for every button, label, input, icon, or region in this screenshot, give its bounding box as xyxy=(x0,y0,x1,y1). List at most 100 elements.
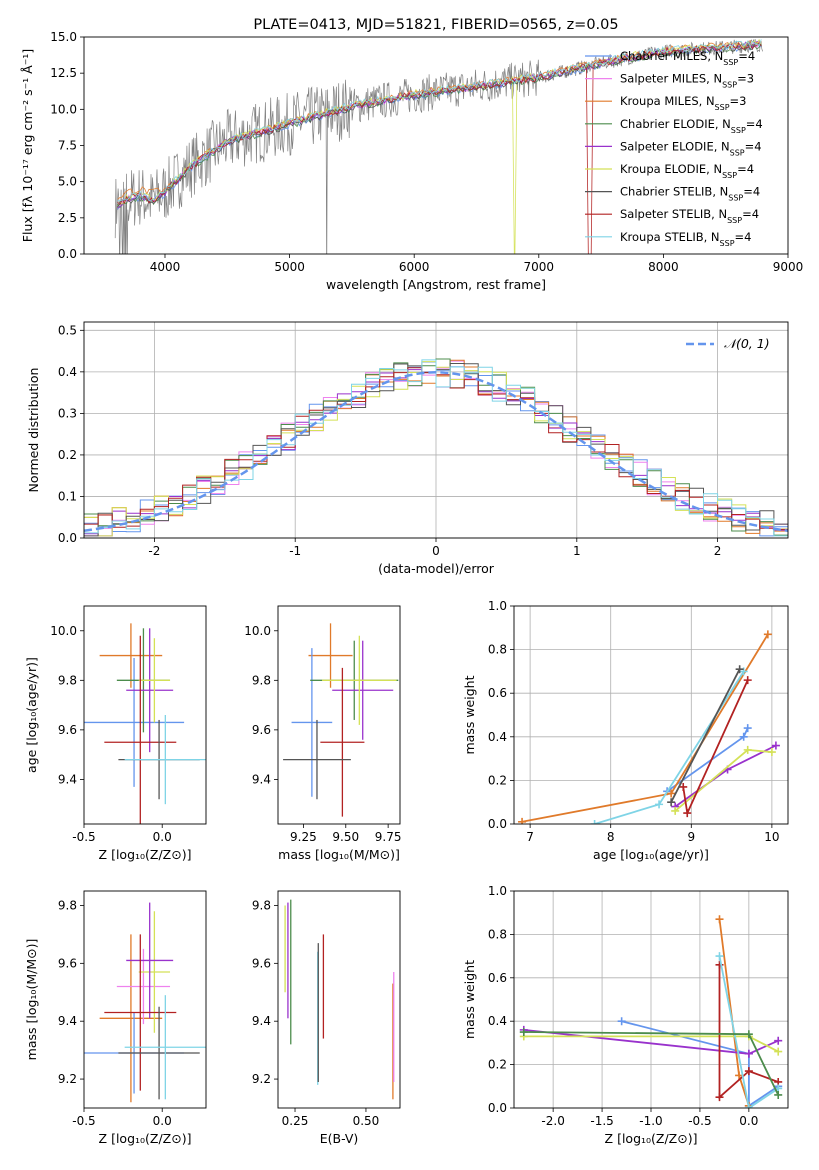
x-tick-label: 10 xyxy=(764,830,779,844)
legend-label: Kroupa ELODIE, NSSP=4 xyxy=(620,162,754,180)
x-tick-label: 9.75 xyxy=(375,830,402,844)
series-marker xyxy=(715,952,724,961)
series-marker xyxy=(744,1067,753,1076)
series-line xyxy=(715,915,753,1108)
y-tick-label: 0.5 xyxy=(58,323,77,337)
x-axis-label: Z [log₁₀(Z/Z⊙)] xyxy=(605,1131,698,1146)
x-tick-label: 2 xyxy=(714,544,722,558)
y-tick-label: 0.2 xyxy=(488,773,507,787)
x-tick-label: 4000 xyxy=(150,260,181,274)
x-tick-label: -1.0 xyxy=(639,1114,662,1128)
series-marker xyxy=(743,676,752,685)
axes-age_vs_Z: -0.5 0.0 9.4 9.6 9.8 10.0 Z [log₁₀(Z/Z⊙)] age [… xyxy=(24,605,207,862)
x-tick-label: 8 xyxy=(607,830,615,844)
series-path xyxy=(718,964,779,1100)
series-marker xyxy=(667,798,676,807)
y-tick-label: 0.0 xyxy=(58,247,77,261)
legend-label: Chabrier MILES, NSSP=4 xyxy=(620,49,755,67)
y-tick-label: 0.6 xyxy=(488,971,507,985)
y-tick-label: 9.8 xyxy=(252,898,271,912)
y-axis-label: Normed distribution xyxy=(26,368,41,493)
x-tick-label: 0.25 xyxy=(282,1114,309,1128)
x-axis-label: age [log₁₀(age/yr)] xyxy=(593,847,709,862)
axes-age_vs_mass: 9.25 9.50 9.75 9.4 9.6 9.8 10.0 mass [log₁₀(M/M… xyxy=(244,605,402,862)
series-marker xyxy=(744,1049,753,1058)
x-tick-label: 9000 xyxy=(773,260,804,274)
axes-spectrum: 4000 5000 6000 7000 8000 9000 0.0 2.5 5.0 7.5 10.0… xyxy=(20,30,803,292)
y-tick-label: 9.6 xyxy=(252,956,271,970)
data-point xyxy=(124,715,206,805)
series-line xyxy=(518,630,772,824)
y-tick-label: 0.8 xyxy=(488,643,507,657)
data-point xyxy=(104,934,177,1091)
data-point xyxy=(308,623,353,688)
y-tick-label: 0.0 xyxy=(488,817,507,831)
y-tick-label: 0.3 xyxy=(58,406,77,420)
x-tick-label: -0.5 xyxy=(688,1114,711,1128)
y-tick-label: 0.4 xyxy=(488,730,507,744)
series-line xyxy=(671,741,780,811)
plot-area xyxy=(84,358,788,537)
y-tick-label: 9.6 xyxy=(252,723,271,737)
y-tick-label: 12.5 xyxy=(50,66,77,80)
y-tick-label: 9.4 xyxy=(58,772,77,786)
legend-label: 𝒩(0, 1) xyxy=(724,336,770,351)
series-marker xyxy=(774,1047,783,1056)
data-point xyxy=(126,902,174,1019)
y-tick-label: 10.0 xyxy=(50,102,77,116)
x-tick-label: 5000 xyxy=(274,260,305,274)
x-tick-label: 9.50 xyxy=(332,830,359,844)
x-tick-label: 6000 xyxy=(399,260,430,274)
series-marker xyxy=(590,820,599,824)
series-marker xyxy=(743,745,752,754)
y-tick-label: 9.6 xyxy=(58,723,77,737)
axes-frame xyxy=(83,605,207,825)
y-tick-label: 9.2 xyxy=(252,1072,271,1086)
x-tick-label: -1.5 xyxy=(590,1114,613,1128)
series-marker xyxy=(683,809,692,818)
legend-label: Salpeter ELODIE, NSSP=4 xyxy=(620,139,762,157)
series-marker xyxy=(617,1017,626,1026)
data-point xyxy=(116,948,171,1025)
y-tick-label: 0.1 xyxy=(58,489,77,503)
series-marker xyxy=(744,1104,753,1108)
y-tick-label: 9.6 xyxy=(58,956,77,970)
data-point xyxy=(84,658,185,787)
data-point xyxy=(124,995,206,1100)
y-axis-label: Flux [fλ 10⁻¹⁷ erg cm⁻² s⁻¹ Å⁻¹] xyxy=(20,49,35,242)
series-marker xyxy=(763,630,772,639)
series-marker xyxy=(518,817,527,824)
plot-area xyxy=(283,623,399,817)
data-point xyxy=(99,623,163,688)
legend-label: Kroupa MILES, NSSP=3 xyxy=(620,94,746,112)
y-tick-label: 9.4 xyxy=(252,1014,271,1028)
series-marker xyxy=(655,800,664,809)
y-tick-label: 1.0 xyxy=(488,599,507,613)
x-tick-label: 0.0 xyxy=(153,1114,172,1128)
data-point xyxy=(283,719,351,800)
series-marker xyxy=(774,1090,783,1099)
y-tick-label: 2.5 xyxy=(58,211,77,225)
x-tick-label: 9.25 xyxy=(290,830,317,844)
series-path xyxy=(521,633,769,823)
plot-area xyxy=(284,899,395,1100)
series-marker xyxy=(519,1028,528,1037)
axes-weight_vs_Z: -2.0 -1.5 -1.0 -0.5 0.0 0.0 0.2 0.4 0.6 0.8 1.0 Z [… xyxy=(462,884,789,1146)
series-line xyxy=(679,676,752,818)
series-marker xyxy=(715,1093,724,1102)
x-axis-label: mass [log₁₀(M/M⊙)] xyxy=(278,847,400,862)
series-line xyxy=(519,1028,783,1099)
x-tick-label: 8000 xyxy=(648,260,679,274)
x-tick-label: 7 xyxy=(526,830,534,844)
plot-area xyxy=(84,902,206,1103)
chart-title: PLATE=0413, MJD=51821, FIBERID=0565, z=0… xyxy=(253,17,618,33)
series-marker xyxy=(739,667,748,676)
y-tick-label: 10.0 xyxy=(50,624,77,638)
series-marker xyxy=(767,748,776,757)
observed-spectrum xyxy=(114,38,763,254)
x-tick-label: 0.0 xyxy=(153,830,172,844)
legend-label: Kroupa STELIB, NSSP=4 xyxy=(620,230,751,248)
series-marker xyxy=(679,782,688,791)
y-tick-label: 9.8 xyxy=(252,673,271,687)
plot-area xyxy=(519,915,783,1108)
